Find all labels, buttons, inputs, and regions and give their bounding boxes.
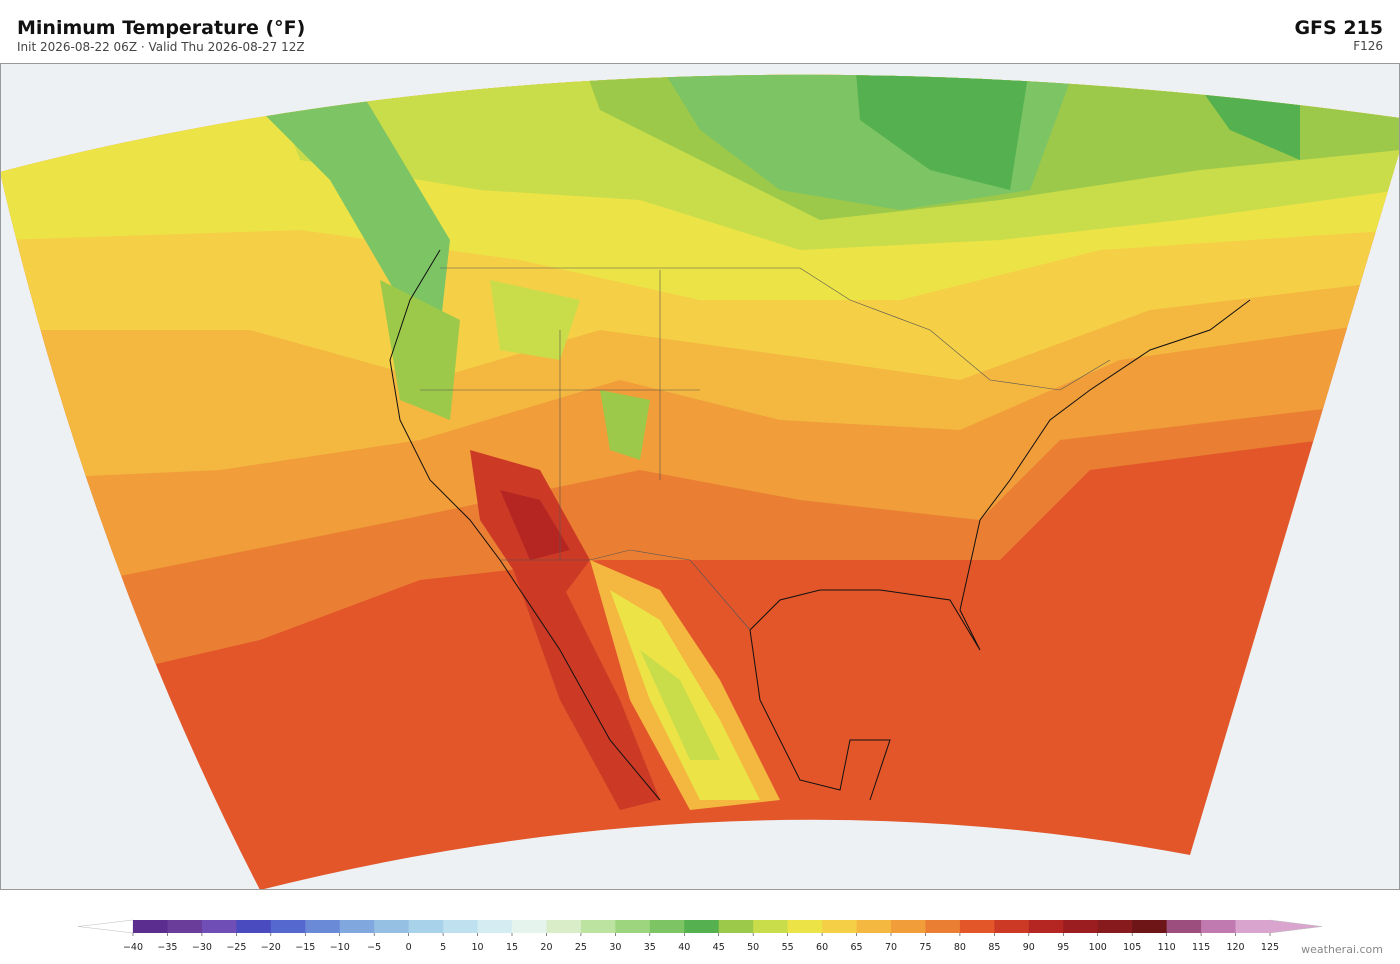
colorbar-tick-label: 85 — [988, 942, 1000, 953]
colorbar-tick-label: 90 — [1023, 942, 1035, 953]
colorbar-tick-label: 10 — [471, 942, 483, 953]
colorbar-bin — [1166, 920, 1202, 933]
colorbar-tick-label: 40 — [678, 942, 690, 953]
colorbar-bin — [408, 920, 444, 933]
colorbar-bin — [443, 920, 478, 933]
colorbar-tick-label: 75 — [919, 942, 931, 953]
colorbar-tick-label: 20 — [540, 942, 552, 953]
colorbar-bin — [236, 920, 272, 933]
colorbar-tick-label: −10 — [330, 942, 350, 953]
credit: weatherai.com — [1301, 943, 1383, 956]
colorbar-bin — [512, 920, 547, 933]
colorbar-tick-label: −25 — [226, 942, 246, 953]
colorbar-bin — [477, 920, 513, 933]
colorbar-tick-label: −5 — [367, 942, 381, 953]
model: GFS 215 — [1294, 17, 1383, 39]
colorbar-tick-label: 105 — [1123, 942, 1141, 953]
colorbar-tick-label: 60 — [816, 942, 828, 953]
colorbar-bin — [133, 920, 168, 933]
colorbar: −40 −35 −30 −25 −20 −15 −10 −5 0 5 10 15 20 25 30 35 40 4… — [77, 919, 1323, 953]
colorbar-bin — [615, 920, 651, 933]
colorbar-bin — [684, 920, 720, 933]
colorbar-tick-label: 100 — [1089, 942, 1107, 953]
colorbar-tick-label: 0 — [406, 942, 412, 953]
colorbar-tick-label: −40 — [123, 942, 143, 953]
colorbar-tick-label: 30 — [609, 942, 621, 953]
colorbar-bin — [753, 920, 789, 933]
colorbar-tick-label: 80 — [954, 942, 966, 953]
subtitle: Init 2026-08-22 06Z · Valid Thu 2026-08-… — [17, 40, 305, 54]
colorbar-bin — [925, 920, 961, 933]
title: Minimum Temperature (°F) — [17, 17, 305, 39]
colorbar-bin — [167, 920, 203, 933]
colorbar-bin — [1132, 920, 1168, 933]
colorbar-tick-label: 70 — [885, 942, 897, 953]
colorbar-tick-label: 15 — [506, 942, 518, 953]
colorbar-bin — [959, 920, 995, 933]
colorbar-bin — [994, 920, 1030, 933]
colorbar-tick-label: 35 — [644, 942, 656, 953]
colorbar-tick-label: 95 — [1057, 942, 1069, 953]
colorbar-tick-label: 45 — [713, 942, 725, 953]
colorbar-bin — [1028, 920, 1064, 933]
colorbar-extend-low — [77, 919, 134, 934]
colorbar-tick-label: 5 — [440, 942, 446, 953]
colorbar-bin — [374, 920, 410, 933]
colorbar-tick-label: 125 — [1261, 942, 1279, 953]
colorbar-tick-label: 110 — [1158, 942, 1176, 953]
colorbar-bin — [787, 920, 823, 933]
colorbar-bin — [718, 920, 754, 933]
colorbar-bin — [580, 920, 616, 933]
colorbar-tick-label: 55 — [782, 942, 794, 953]
colorbar-tick-label: 65 — [850, 942, 862, 953]
colorbar-extend-high — [1269, 919, 1323, 934]
colorbar-bin — [1097, 920, 1133, 933]
colorbar-tick-label: 115 — [1192, 942, 1210, 953]
colorbar-bin — [822, 920, 857, 933]
colorbar-tick-label: 25 — [575, 942, 587, 953]
colorbar-bin — [891, 920, 926, 933]
colorbar-bin — [201, 920, 237, 933]
colorbar-tick-label: −20 — [261, 942, 281, 953]
colorbar-bin — [1063, 920, 1099, 933]
colorbar-tick-label: 50 — [747, 942, 759, 953]
forecast-hour: F126 — [1353, 39, 1383, 53]
colorbar-bin — [339, 920, 375, 933]
colorbar-bin — [270, 920, 306, 933]
colorbar-bin — [305, 920, 341, 933]
colorbar-tick-label: −30 — [192, 942, 212, 953]
colorbar-bin — [649, 920, 685, 933]
colorbar-tick-label: −35 — [157, 942, 177, 953]
colorbar-bin — [1201, 920, 1236, 933]
colorbar-bin — [1235, 920, 1271, 933]
colorbar-tick-label: −15 — [295, 942, 315, 953]
colorbar-bin — [856, 920, 892, 933]
colorbar-bin — [546, 920, 582, 933]
colorbar-tick-label: 120 — [1226, 942, 1244, 953]
